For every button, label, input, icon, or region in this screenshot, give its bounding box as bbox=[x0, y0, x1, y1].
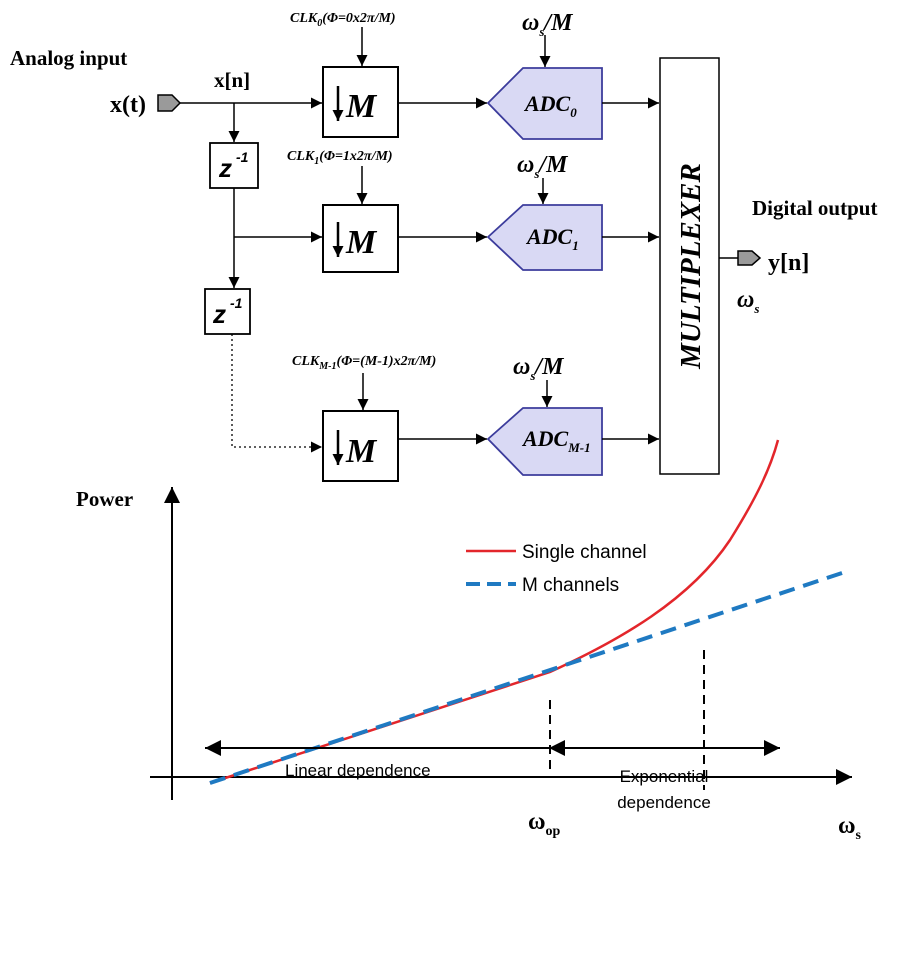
legend-single-channel-label: Single channel bbox=[522, 542, 647, 563]
adcm1-rate-label: ωs/M bbox=[513, 354, 565, 383]
output-signal-label: y[n] bbox=[768, 250, 809, 276]
op-point-label: ωop bbox=[528, 809, 561, 839]
analog-input-heading: Analog input bbox=[10, 46, 127, 70]
adc0-rate-label: ωs/M bbox=[522, 10, 574, 39]
output-port-icon bbox=[737, 250, 762, 266]
linear-region-label: Linear dependence bbox=[285, 761, 431, 780]
exponential-region-label-1: Exponential bbox=[620, 767, 709, 786]
y-axis-label: Power bbox=[76, 487, 133, 511]
plot-legend: Single channel M channels bbox=[466, 542, 647, 596]
clock-1-label: CLK1(Φ=1x2π/M) bbox=[287, 149, 393, 167]
input-port-icon bbox=[157, 94, 182, 112]
delay-1-label: z bbox=[218, 153, 232, 183]
delay-block-1: z -1 bbox=[209, 142, 259, 189]
clock-m1-label: CLKM-1(Φ=(M-1)x2π/M) bbox=[292, 354, 436, 372]
delay-block-2: z -1 bbox=[204, 288, 251, 335]
power-plot: Power Linear dependence Exponential depe… bbox=[76, 439, 862, 843]
single-channel-curve bbox=[209, 439, 780, 785]
downsampler-m1: M bbox=[322, 410, 399, 482]
downsampler-0: M bbox=[322, 66, 399, 138]
node-label-xn: x[n] bbox=[214, 68, 250, 92]
adcm1-label: ADCM-1 bbox=[521, 426, 591, 455]
clock-0-label: CLK0(Φ=0x2π/M) bbox=[290, 11, 396, 29]
multiplexer-block: MULTIPLEXER bbox=[659, 57, 720, 475]
block-diagram: Analog input x(t) x[n] z -1 z -1 CLK0(Φ=… bbox=[10, 10, 877, 482]
x-axis-label: ωs bbox=[838, 813, 862, 843]
exponential-region-label-2: dependence bbox=[617, 793, 711, 812]
m-channels-curve bbox=[209, 569, 849, 785]
downsampler-m1-label: M bbox=[345, 433, 378, 470]
multiplexer-label: MULTIPLEXER bbox=[675, 163, 707, 370]
input-signal-label: x(t) bbox=[110, 92, 146, 118]
delay-2-exponent: -1 bbox=[230, 295, 243, 311]
digital-output-heading: Digital output bbox=[752, 196, 877, 220]
dotted-wire-to-branch-m1 bbox=[231, 334, 322, 453]
legend-m-channels-label: M channels bbox=[522, 575, 619, 596]
delay-1-exponent: -1 bbox=[236, 149, 249, 165]
delay-2-label: z bbox=[212, 299, 226, 329]
adc1-rate-label: ωs/M bbox=[517, 152, 569, 181]
adc0-label: ADC0 bbox=[523, 91, 577, 120]
adc-1: ADC1 bbox=[486, 204, 603, 271]
downsampler-1-label: M bbox=[345, 224, 378, 261]
downsampler-1: M bbox=[322, 204, 399, 273]
adc-0: ADC0 bbox=[486, 67, 603, 140]
output-rate-label: ωs bbox=[737, 287, 759, 316]
downsampler-0-label: M bbox=[345, 88, 378, 125]
adc1-label: ADC1 bbox=[525, 224, 579, 253]
adc-m1: ADCM-1 bbox=[486, 407, 603, 476]
